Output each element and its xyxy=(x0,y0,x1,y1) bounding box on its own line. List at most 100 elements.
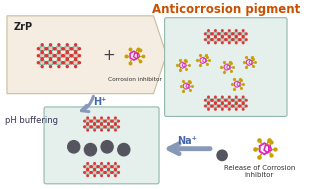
Circle shape xyxy=(57,53,61,58)
Circle shape xyxy=(218,105,219,107)
Circle shape xyxy=(212,39,213,40)
Circle shape xyxy=(66,51,68,53)
Circle shape xyxy=(236,30,237,31)
Circle shape xyxy=(37,48,39,50)
Circle shape xyxy=(101,168,102,170)
Polygon shape xyxy=(241,37,246,42)
Circle shape xyxy=(104,120,105,122)
Circle shape xyxy=(94,168,95,170)
Circle shape xyxy=(94,163,95,164)
Circle shape xyxy=(241,32,245,36)
Circle shape xyxy=(211,39,212,40)
Circle shape xyxy=(218,39,220,40)
Polygon shape xyxy=(85,125,90,129)
Circle shape xyxy=(225,39,227,40)
Circle shape xyxy=(108,123,109,125)
Text: Anticorrosion pigment: Anticorrosion pigment xyxy=(152,3,300,16)
Polygon shape xyxy=(206,98,211,102)
Circle shape xyxy=(228,96,230,98)
Circle shape xyxy=(91,166,92,167)
Circle shape xyxy=(222,36,223,37)
FancyBboxPatch shape xyxy=(44,107,159,184)
Circle shape xyxy=(45,62,47,64)
Circle shape xyxy=(41,52,43,54)
Circle shape xyxy=(228,30,230,31)
Circle shape xyxy=(114,171,117,174)
Circle shape xyxy=(228,102,230,104)
Circle shape xyxy=(234,98,238,102)
Polygon shape xyxy=(113,170,118,175)
Circle shape xyxy=(53,55,55,57)
Polygon shape xyxy=(47,46,54,52)
Circle shape xyxy=(222,30,223,31)
Polygon shape xyxy=(47,60,54,66)
Text: Na⁺: Na⁺ xyxy=(177,136,197,146)
Circle shape xyxy=(242,103,244,104)
Circle shape xyxy=(115,123,116,125)
Polygon shape xyxy=(234,32,239,36)
Circle shape xyxy=(40,53,44,58)
Polygon shape xyxy=(113,119,118,124)
Circle shape xyxy=(66,52,68,54)
Circle shape xyxy=(246,99,247,101)
Circle shape xyxy=(105,120,106,122)
Circle shape xyxy=(62,55,64,57)
Circle shape xyxy=(232,99,234,101)
Circle shape xyxy=(236,36,237,37)
Polygon shape xyxy=(92,119,97,124)
Text: +: + xyxy=(103,48,115,63)
Circle shape xyxy=(58,59,60,61)
Polygon shape xyxy=(99,119,104,123)
Circle shape xyxy=(107,125,110,129)
Circle shape xyxy=(215,102,216,104)
Circle shape xyxy=(75,66,77,68)
Polygon shape xyxy=(113,119,118,123)
Circle shape xyxy=(53,62,55,64)
Circle shape xyxy=(239,39,241,40)
Circle shape xyxy=(66,59,68,61)
Circle shape xyxy=(100,119,103,123)
Circle shape xyxy=(75,58,77,60)
Polygon shape xyxy=(73,60,79,65)
Circle shape xyxy=(108,175,109,177)
Circle shape xyxy=(86,171,90,174)
Circle shape xyxy=(115,123,116,125)
Circle shape xyxy=(41,59,43,61)
Circle shape xyxy=(207,32,210,36)
Polygon shape xyxy=(213,98,218,103)
Circle shape xyxy=(211,105,212,107)
Circle shape xyxy=(75,44,77,46)
Circle shape xyxy=(236,36,237,38)
Circle shape xyxy=(50,51,51,53)
FancyBboxPatch shape xyxy=(165,18,287,116)
Polygon shape xyxy=(220,38,225,42)
Circle shape xyxy=(54,48,56,50)
Circle shape xyxy=(41,58,43,60)
Circle shape xyxy=(41,66,43,68)
Circle shape xyxy=(204,33,206,35)
Circle shape xyxy=(101,117,102,119)
Circle shape xyxy=(66,66,68,68)
Circle shape xyxy=(215,108,216,110)
Polygon shape xyxy=(39,53,45,59)
Circle shape xyxy=(41,44,43,46)
Polygon shape xyxy=(241,98,246,102)
Circle shape xyxy=(71,62,73,64)
Polygon shape xyxy=(39,60,45,66)
Polygon shape xyxy=(73,46,79,51)
Polygon shape xyxy=(73,60,79,66)
Circle shape xyxy=(239,99,240,101)
Circle shape xyxy=(241,98,245,102)
Polygon shape xyxy=(47,53,54,58)
Circle shape xyxy=(94,117,95,119)
Circle shape xyxy=(45,55,47,57)
Circle shape xyxy=(66,44,68,46)
Polygon shape xyxy=(206,98,211,103)
Polygon shape xyxy=(220,98,225,102)
Circle shape xyxy=(86,125,90,129)
Circle shape xyxy=(214,104,217,108)
Circle shape xyxy=(111,120,113,122)
Circle shape xyxy=(239,105,241,107)
Circle shape xyxy=(208,108,209,110)
Polygon shape xyxy=(106,119,111,124)
